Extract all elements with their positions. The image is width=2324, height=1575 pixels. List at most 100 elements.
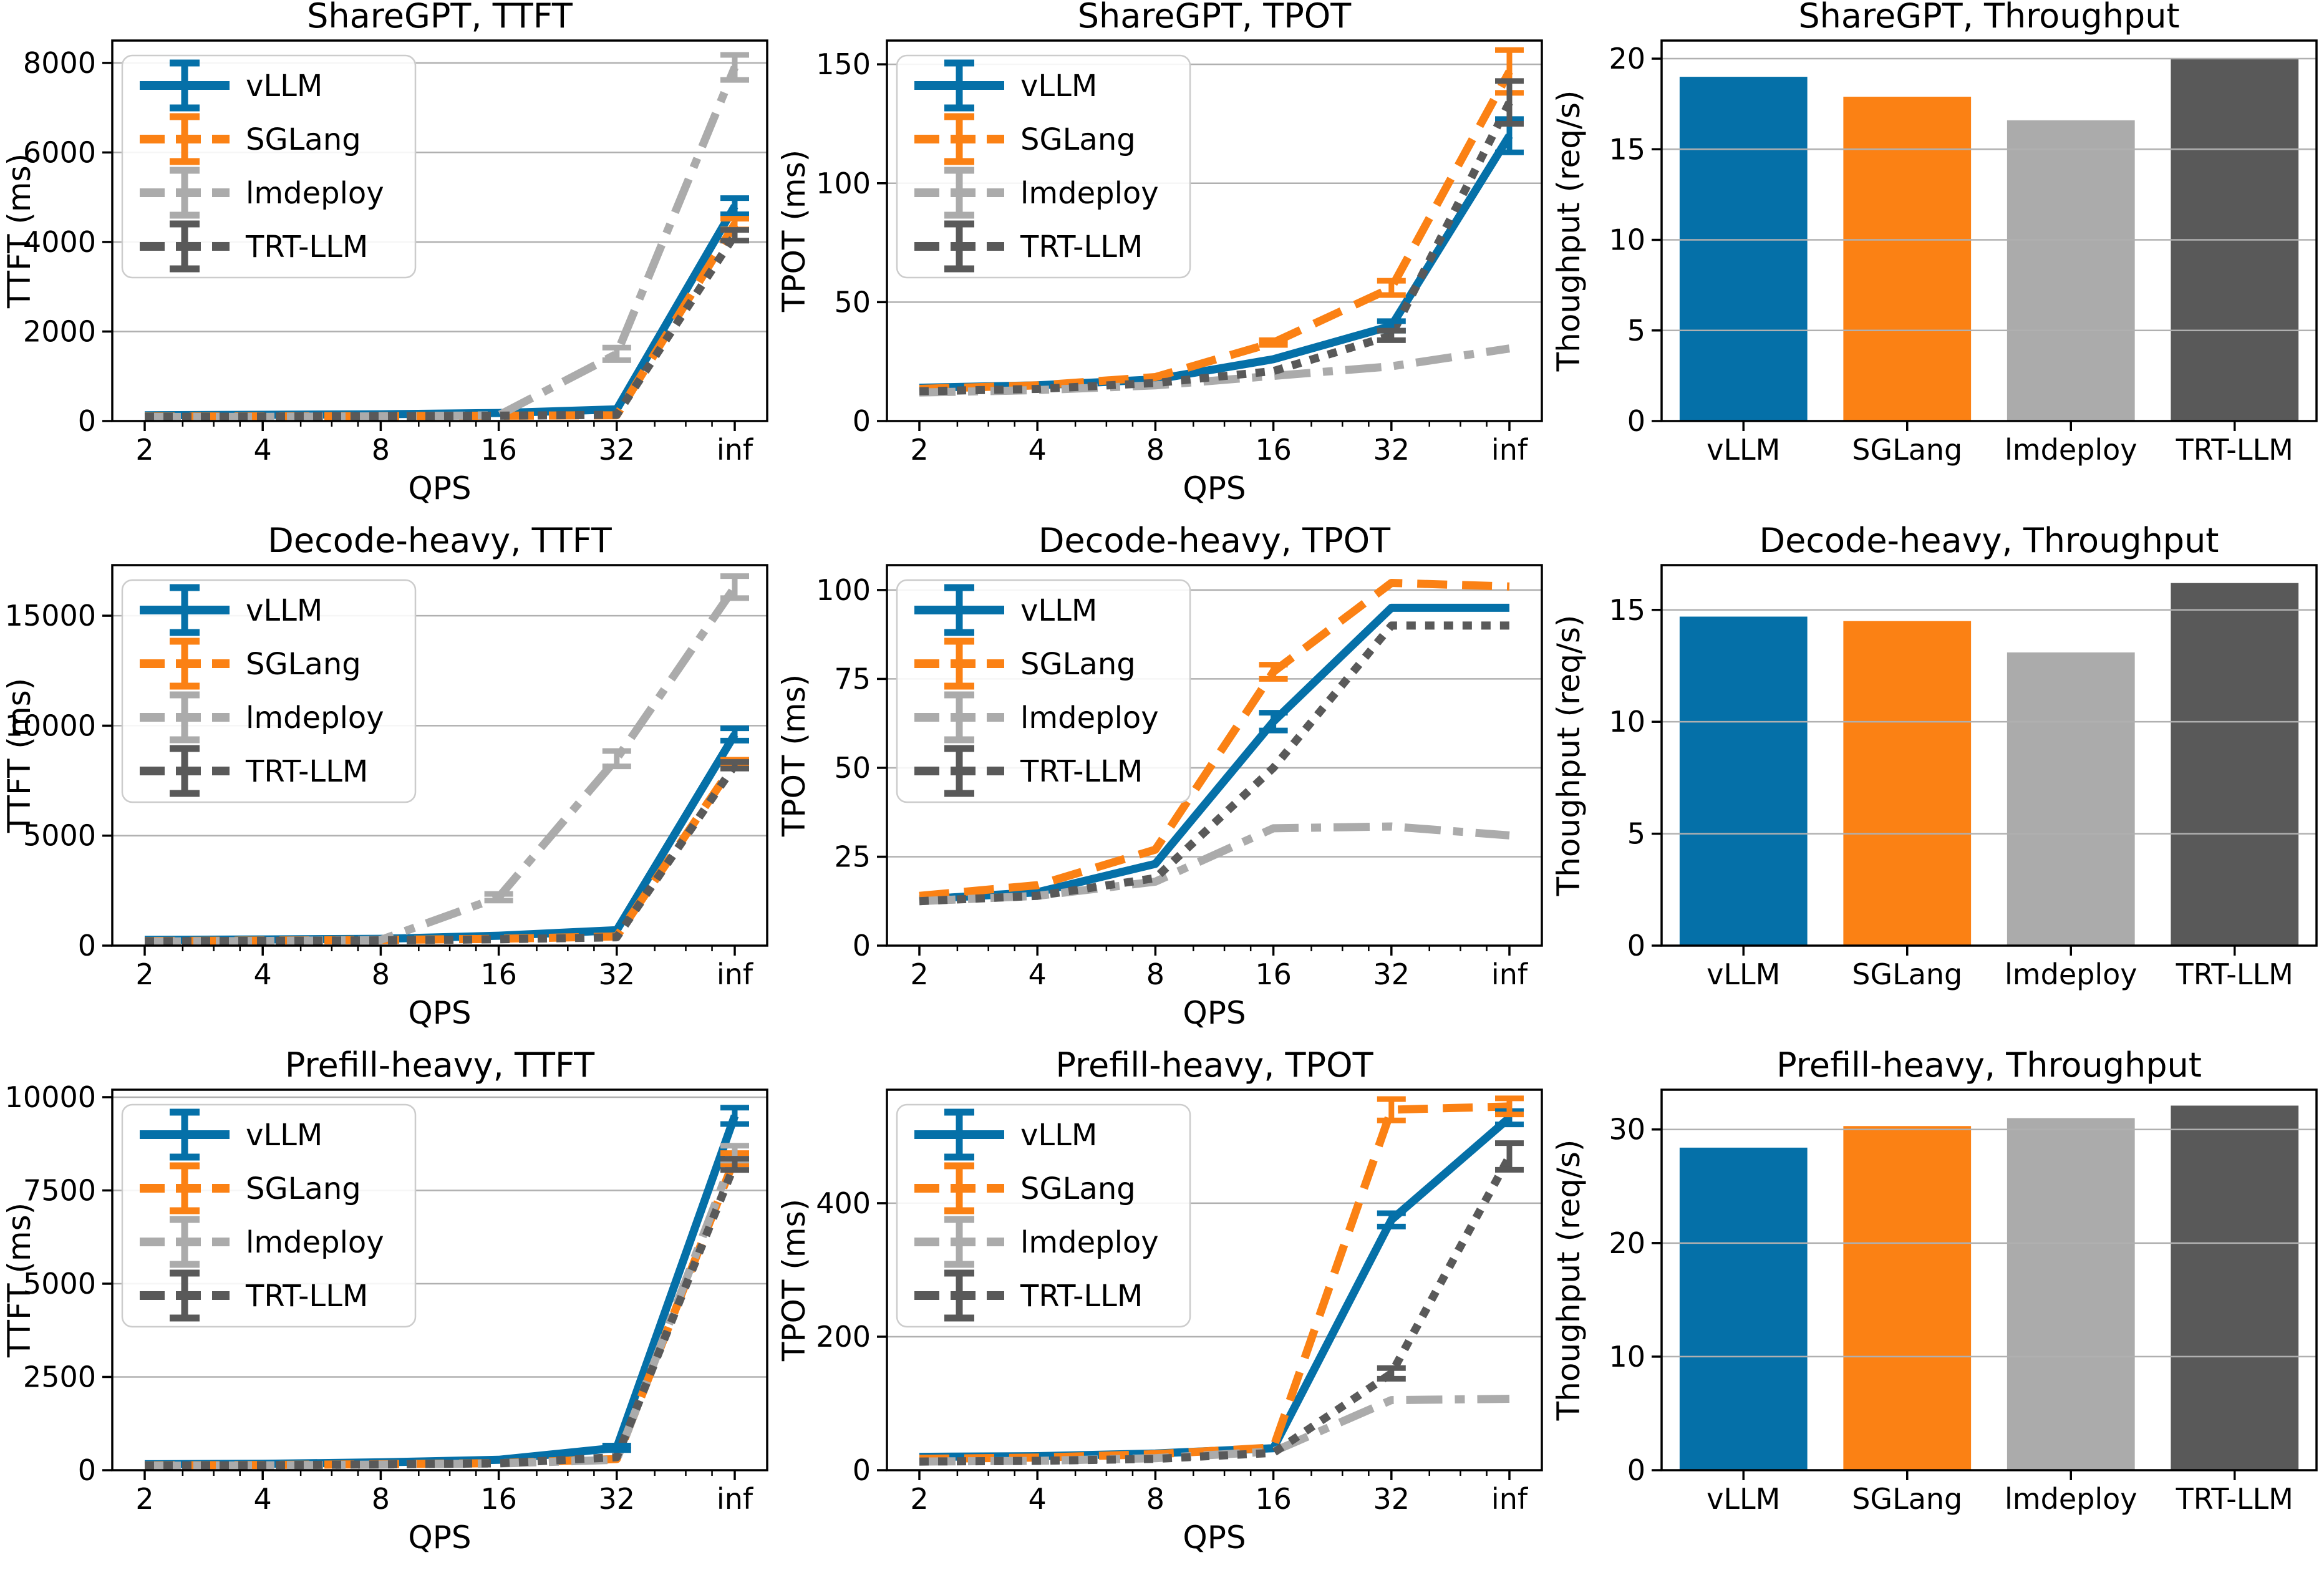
- chart-title: Decode-heavy, Throughput: [1760, 525, 2219, 560]
- x-tick-label: 16: [1255, 1482, 1292, 1516]
- x-tick-label: inf: [717, 957, 754, 991]
- x-tick-label-vLLM: vLLM: [1707, 957, 1780, 991]
- x-tick-label: 8: [1146, 957, 1164, 991]
- x-tick-label: 4: [254, 433, 272, 467]
- bar-vLLM: [1679, 616, 1808, 946]
- x-tick-label: 16: [1255, 433, 1292, 467]
- legend-label-lmdeploy: lmdeploy: [1020, 1225, 1159, 1260]
- chart-sharegpt-throughput: vLLM SGLang lmdeploy TRT-LLM 0 5 10 15 20 ShareGP…: [1549, 0, 2324, 525]
- x-tick-label: 2: [135, 1482, 153, 1516]
- x-tick-label: 32: [1373, 1482, 1410, 1516]
- x-tick-label: 4: [254, 1482, 272, 1516]
- y-tick-label: 5000: [23, 1267, 96, 1301]
- x-axis-label: QPS: [408, 470, 471, 506]
- series-line-TRT-LLM: [144, 1163, 739, 1470]
- y-tick-label: 10: [1609, 223, 1645, 257]
- x-tick-label: 16: [1255, 957, 1292, 991]
- y-axis-label: Thoughput (req/s): [1551, 615, 1587, 897]
- axes-frame: [886, 564, 1543, 947]
- legend-label-TRT-LLM: TRT-LLM: [245, 754, 368, 789]
- y-tick-label: 0: [78, 404, 96, 438]
- x-tick-label-TRT-LLM: TRT-LLM: [2176, 957, 2293, 991]
- x-tick-label: 4: [1029, 957, 1047, 991]
- x-tick-label: 16: [480, 957, 517, 991]
- legend-label-TRT-LLM: TRT-LLM: [1020, 754, 1143, 789]
- y-tick-label: 0: [853, 1453, 871, 1487]
- chart-sharegpt-tpot-svg: 2 4 8 16 32 inf 0 50 100 150 vLLM SGLang lmdeploy TRT…: [776, 0, 1543, 506]
- y-tick-label: 50: [834, 751, 871, 785]
- chart-title: ShareGPT, Throughput: [1798, 0, 2179, 36]
- y-tick-label: 6000: [23, 135, 96, 169]
- x-tick-label: 8: [372, 433, 390, 467]
- legend-label-TRT-LLM: TRT-LLM: [1020, 230, 1143, 264]
- chart-prefill-heavy-tpot-svg: 2 4 8 16 32 inf 0 200 400 vLLM SGLang lmdeploy TRT-L…: [776, 1049, 1543, 1556]
- legend-label-TRT-LLM: TRT-LLM: [1020, 1279, 1143, 1314]
- x-tick-label: 32: [599, 1482, 636, 1516]
- y-tick-label: 100: [816, 167, 871, 200]
- chart-sharegpt-ttft-svg: 2 4 8 16 32 inf 0 2000 4000 6000 8000 vLLM SGLang lmd…: [1, 0, 768, 506]
- y-tick-label: 20: [1609, 1226, 1645, 1260]
- y-tick-label: 30: [1609, 1113, 1645, 1146]
- chart-decode-heavy-ttft-svg: 2 4 8 16 32 inf 0 5000 10000 15000 vLLM SGLang lmdep…: [1, 525, 768, 1031]
- legend-label-SGLang: SGLang: [246, 122, 361, 157]
- x-tick-label-SGLang: SGLang: [1852, 957, 1962, 991]
- legend-label-lmdeploy: lmdeploy: [1020, 700, 1159, 735]
- bar-SGLang: [1843, 1126, 1972, 1470]
- x-tick-label: 32: [599, 433, 636, 467]
- chart-decode-heavy-ttft: 2 4 8 16 32 inf 0 5000 10000 15000 vLLM SGLang lmdep…: [0, 525, 775, 1049]
- x-tick-label-SGLang: SGLang: [1852, 433, 1962, 467]
- x-axis-label: QPS: [408, 1519, 471, 1556]
- legend-label-SGLang: SGLang: [246, 1171, 361, 1206]
- series-line-TRT-LLM: [919, 1154, 1513, 1466]
- x-axis-label: QPS: [1183, 995, 1246, 1031]
- y-tick-label: 0: [853, 929, 871, 962]
- bar-lmdeploy: [2007, 1118, 2135, 1470]
- y-axis-label: TPOT (ms): [776, 150, 812, 313]
- legend-label-vLLM: vLLM: [246, 593, 322, 628]
- legend-label-lmdeploy: lmdeploy: [246, 1225, 384, 1260]
- x-tick-label: 32: [599, 957, 636, 991]
- chart-title: Prefill-heavy, TTFT: [285, 1049, 595, 1085]
- bar-lmdeploy: [2007, 120, 2135, 422]
- axes-frame: [1660, 564, 2318, 947]
- x-tick-label-vLLM: vLLM: [1707, 1482, 1780, 1516]
- legend-label-lmdeploy: lmdeploy: [246, 176, 384, 211]
- y-axis-label: TTFT (ms): [1, 1203, 37, 1358]
- chart-title: ShareGPT, TTFT: [307, 0, 573, 36]
- chart-prefill-heavy-throughput: vLLM SGLang lmdeploy TRT-LLM 0 10 20 30 Prefill-…: [1549, 1049, 2324, 1574]
- legend-label-vLLM: vLLM: [246, 1118, 322, 1153]
- y-tick-label: 0: [853, 404, 871, 438]
- axes-frame: [111, 39, 768, 422]
- y-tick-label: 150: [816, 47, 871, 81]
- legend-label-TRT-LLM: TRT-LLM: [245, 1279, 368, 1314]
- x-tick-label: 8: [372, 957, 390, 991]
- chart-prefill-heavy-throughput-svg: vLLM SGLang lmdeploy TRT-LLM 0 10 20 30 Prefill-…: [1551, 1049, 2318, 1516]
- legend-label-TRT-LLM: TRT-LLM: [245, 230, 368, 264]
- x-tick-label-vLLM: vLLM: [1707, 433, 1780, 467]
- chart-prefill-heavy-ttft-svg: 2 4 8 16 32 inf 0 2500 5000 7500 10000 vLLM SGLang lm…: [1, 1049, 768, 1556]
- legend-label-vLLM: vLLM: [246, 69, 322, 104]
- series-line-SGLang: [919, 579, 1510, 900]
- chart-title: Prefill-heavy, TPOT: [1055, 1049, 1373, 1085]
- legend-label-vLLM: vLLM: [1020, 1118, 1097, 1153]
- x-tick-label: 16: [480, 1482, 517, 1516]
- chart-decode-heavy-tpot-svg: 2 4 8 16 32 inf 0 25 50 75 100 vLLM SGLang lmdeploy TR…: [776, 525, 1543, 1031]
- legend-label-lmdeploy: lmdeploy: [1020, 176, 1159, 211]
- y-tick-label: 0: [1627, 1453, 1645, 1487]
- legend-label-lmdeploy: lmdeploy: [246, 700, 384, 735]
- x-tick-label-SGLang: SGLang: [1852, 1482, 1962, 1516]
- axes-frame: [111, 1088, 768, 1471]
- y-tick-label: 7500: [23, 1173, 96, 1207]
- chart-sharegpt-ttft: 2 4 8 16 32 inf 0 2000 4000 6000 8000 vLLM SGLang lmd…: [0, 0, 775, 525]
- y-tick-label: 75: [834, 662, 871, 695]
- series-line-TRT-LLM: [919, 621, 1509, 906]
- y-tick-label: 25: [834, 840, 871, 873]
- legend-label-SGLang: SGLang: [1020, 1171, 1136, 1206]
- x-tick-label: 8: [1146, 433, 1164, 467]
- x-axis-label: QPS: [1183, 1519, 1246, 1556]
- y-tick-label: 15: [1609, 132, 1645, 166]
- y-tick-label: 200: [816, 1320, 871, 1354]
- bar-lmdeploy: [2007, 652, 2135, 946]
- x-tick-label: inf: [1491, 957, 1529, 991]
